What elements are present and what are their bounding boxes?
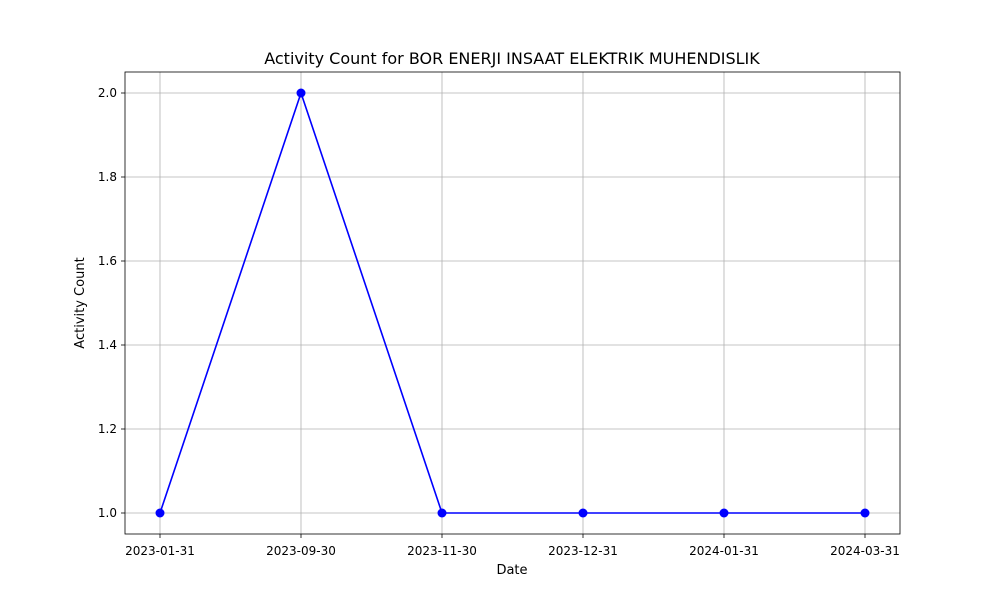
data-point [296,88,306,98]
data-point [155,508,165,518]
x-tick-label: 2023-01-31 [125,544,195,558]
y-tick-label: 1.8 [98,170,117,184]
x-axis-label: Date [496,563,527,578]
data-point [860,508,870,518]
x-tick-label: 2023-12-31 [548,544,618,558]
x-tick-label: 2023-11-30 [407,544,477,558]
y-axis-label: Activity Count [73,257,88,348]
y-tick-label: 2.0 [98,86,117,100]
data-point [578,508,588,518]
axis-ticks: 2023-01-31 2023-09-30 2023-11-30 2023-12-31… [98,86,900,558]
x-tick-label: 2024-01-31 [689,544,759,558]
chart-title: Activity Count for BOR ENERJI INSAAT ELE… [264,49,760,68]
x-tick-label: 2023-09-30 [266,544,336,558]
y-tick-label: 1.0 [98,506,117,520]
data-point [437,508,447,518]
plot-area-frame [124,71,901,535]
series-layer [155,88,870,518]
y-tick-label: 1.6 [98,254,117,268]
x-tick-label: 2024-03-31 [830,544,900,558]
data-point [719,508,729,518]
y-tick-label: 1.2 [98,422,117,436]
grid-lines [125,72,900,534]
series-line [159,90,865,514]
y-tick-label: 1.4 [98,338,117,352]
